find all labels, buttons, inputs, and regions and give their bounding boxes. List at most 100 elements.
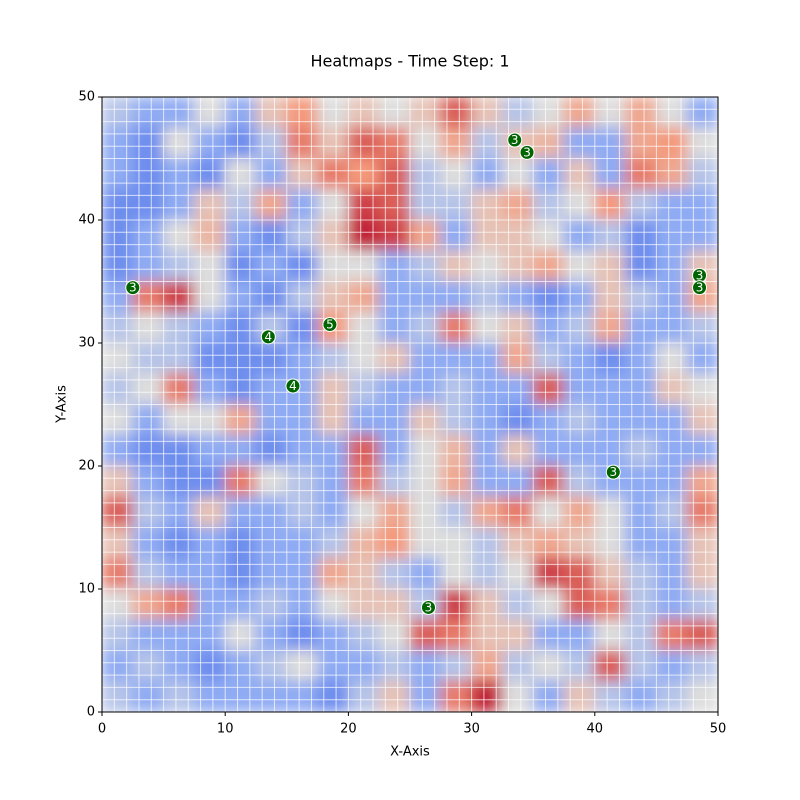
heat-cell: [163, 373, 195, 405]
heat-cell: [102, 97, 134, 129]
heat-cell: [625, 404, 657, 436]
heat-cell: [625, 158, 657, 190]
heat-cell: [102, 127, 134, 159]
heat-cell: [471, 188, 503, 221]
heat-cell: [378, 342, 411, 375]
heat-cell: [409, 619, 442, 651]
heat-cell: [224, 680, 257, 712]
heat-cell: [655, 188, 688, 221]
heat-cell: [224, 496, 257, 528]
heat-cell: [255, 281, 288, 313]
heat-cell: [625, 619, 657, 651]
heat-cell: [224, 250, 257, 282]
heat-cell: [132, 188, 165, 221]
heat-cell: [471, 557, 503, 590]
heat-cell: [532, 127, 565, 159]
heat-cell: [440, 281, 473, 313]
heat-cell: [440, 588, 473, 621]
heat-cell: [655, 404, 688, 436]
heat-cell: [132, 465, 165, 498]
heat-cell: [193, 250, 226, 282]
heat-cell: [224, 188, 257, 221]
heat-cell: [286, 188, 319, 221]
marker: [125, 280, 141, 296]
heat-cell: [686, 588, 718, 621]
heat-cell: [163, 404, 195, 436]
heat-cell: [378, 619, 411, 651]
heat-cell: [563, 250, 596, 282]
heat-cell: [163, 557, 195, 590]
heat-cell: [193, 527, 226, 559]
heat-cell: [317, 97, 349, 129]
heat-cell: [532, 342, 565, 375]
heat-cell: [563, 588, 596, 621]
heat-cell: [501, 311, 534, 344]
heat-cell: [132, 619, 165, 651]
heat-cell: [102, 342, 134, 375]
heat-cell: [563, 434, 596, 467]
heat-cell: [102, 557, 134, 590]
heat-cell: [471, 527, 503, 559]
heat-cell: [625, 342, 657, 375]
heat-cell: [409, 650, 442, 682]
heat-cell: [163, 465, 195, 498]
heat-cell: [501, 373, 534, 405]
heat-cell: [440, 219, 473, 252]
heat-cell: [563, 373, 596, 405]
heat-cell: [501, 219, 534, 252]
heat-cell: [132, 127, 165, 159]
heat-cell: [563, 311, 596, 344]
heat-cell: [347, 373, 380, 405]
heat-cell: [409, 311, 442, 344]
heat-cell: [471, 404, 503, 436]
heat-cell: [378, 650, 411, 682]
marker-label: 3: [696, 281, 704, 295]
heat-cell: [224, 219, 257, 252]
heat-cell: [440, 311, 473, 344]
heat-cell: [378, 527, 411, 559]
heat-cell: [409, 127, 442, 159]
heat-cell: [440, 373, 473, 405]
heat-cell: [409, 219, 442, 252]
heat-cell: [286, 434, 319, 467]
heat-cell: [132, 434, 165, 467]
heat-cell: [132, 588, 165, 621]
heat-cell: [163, 496, 195, 528]
marker-label: 3: [609, 465, 617, 479]
heat-cell: [594, 496, 627, 528]
heat-cell: [193, 619, 226, 651]
heat-cell: [440, 127, 473, 159]
heat-cell: [286, 557, 319, 590]
heat-cell: [655, 557, 688, 590]
heat-cell: [224, 434, 257, 467]
heat-cell: [347, 342, 380, 375]
heat-cell: [440, 680, 473, 712]
marker-label: 3: [696, 268, 704, 282]
heat-cell: [102, 311, 134, 344]
heat-cell: [625, 588, 657, 621]
heat-cell: [286, 127, 319, 159]
heat-cell: [501, 250, 534, 282]
heat-cell: [193, 588, 226, 621]
heat-cell: [471, 127, 503, 159]
heat-cell: [563, 158, 596, 190]
heat-cell: [563, 342, 596, 375]
heat-cell: [655, 619, 688, 651]
heat-cell: [224, 588, 257, 621]
marker-label: 5: [326, 318, 334, 332]
heat-cell: [655, 342, 688, 375]
heat-cell: [102, 680, 134, 712]
heat-cell: [594, 434, 627, 467]
heat-cell: [163, 619, 195, 651]
heat-cell: [286, 588, 319, 621]
heat-cell: [378, 311, 411, 344]
heat-cell: [686, 650, 718, 682]
y-tick-label: 40: [78, 213, 95, 228]
y-tick-label: 50: [78, 90, 95, 105]
heat-cell: [378, 557, 411, 590]
heat-cell: [625, 311, 657, 344]
heat-cell: [686, 404, 718, 436]
heat-cell: [255, 650, 288, 682]
marker-label: 3: [523, 145, 531, 159]
heat-cell: [471, 311, 503, 344]
